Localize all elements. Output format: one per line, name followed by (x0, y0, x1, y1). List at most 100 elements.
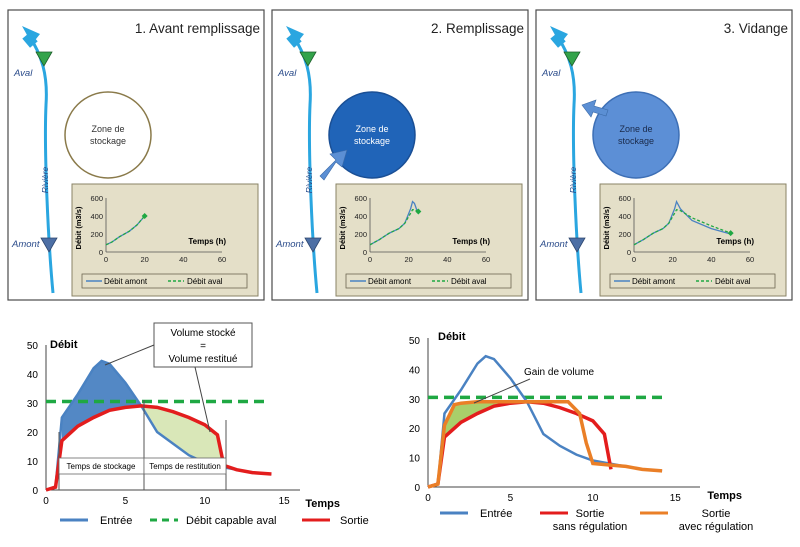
inset-x-tick: 60 (482, 255, 490, 264)
br-x-tick: 0 (425, 493, 431, 504)
br-y-tick: 10 (409, 454, 421, 465)
inset-y-tick: 600 (354, 194, 367, 203)
br-area-gain (444, 401, 511, 438)
inset-series-aval (369, 209, 419, 246)
storage-zone (64, 91, 152, 179)
inset-x-label: Temps (h) (452, 237, 490, 246)
inset-current-point-icon (415, 208, 422, 215)
br-y-tick: 0 (414, 483, 420, 494)
aval-marker-icon (563, 51, 581, 67)
amont-label: Amont (539, 239, 568, 250)
storage-zone (592, 91, 680, 179)
br-x-label: Temps (707, 490, 742, 502)
inset-series-aval (633, 208, 731, 246)
inset-x-tick: 20 (140, 255, 148, 264)
br-y-label: Débit (438, 331, 466, 343)
inset-x-label: Temps (h) (188, 237, 226, 246)
inset-x-tick: 40 (179, 255, 187, 264)
amont-marker-icon (568, 237, 586, 253)
inset-y-tick: 400 (90, 212, 103, 221)
inset-x-label: Temps (h) (716, 237, 754, 246)
bl-callout-line2: = (200, 341, 206, 352)
amont-marker-icon (40, 237, 58, 253)
outflow-arrow-icon (581, 99, 609, 118)
panel-title: 1. Avant remplissage (135, 21, 260, 36)
chart-stockage-restitution: 0 10 20 30 40 50 0 5 10 15 Débit Temps Temps de … (27, 322, 369, 527)
bl-callout-line3: Volume restitué (169, 354, 238, 365)
br-x-tick: 10 (587, 493, 599, 504)
amont-label: Amont (11, 239, 40, 250)
bl-x-tick: 10 (199, 496, 211, 507)
bl-y-tick: 40 (27, 370, 39, 381)
panel-1: 1. Avant remplissage Aval Amont Rivière Zone… (7, 9, 265, 301)
amont-label: Amont (275, 239, 304, 250)
amont-marker-icon (304, 237, 322, 253)
br-legend-avec-2: avec régulation (679, 521, 754, 533)
bl-callout-pointer-2 (194, 366, 211, 433)
inset-x-tick: 40 (707, 255, 715, 264)
zone-label-1: Zone de (355, 124, 388, 134)
panel-title: 2. Remplissage (431, 21, 524, 36)
zone-label-1: Zone de (619, 124, 652, 134)
inset-legend-box (345, 273, 512, 289)
bl-legend-capable: Débit capable aval (186, 515, 277, 527)
inset-y-tick: 200 (354, 230, 367, 239)
inset-legend-amont: Débit amont (368, 277, 412, 286)
inset-series-aval (105, 215, 146, 246)
bl-restitution-box (143, 457, 227, 475)
bl-callout-pointer-1 (104, 344, 155, 366)
inset-y-label: Débit (m3/s) (602, 206, 611, 249)
inset-legend-amont: Débit amont (632, 277, 676, 286)
inset-legend-amont: Débit amont (104, 277, 148, 286)
br-legend-sans-1: Sortie (576, 508, 605, 520)
inset-legend-aval: Débit aval (451, 277, 487, 286)
aval-marker-icon (299, 51, 317, 67)
river-label: Rivière (568, 167, 578, 194)
panel-2: 2. Remplissage Aval Amont Rivière Zone de sto… (271, 9, 529, 301)
inset-current-point-icon (727, 230, 734, 237)
bl-legend-entree: Entrée (100, 515, 132, 527)
br-legend-sans-2: sans régulation (553, 521, 628, 533)
br-legend-entree: Entrée (480, 508, 512, 520)
inset-y-tick: 400 (618, 212, 631, 221)
inset-x-tick: 20 (668, 255, 676, 264)
inset-y-tick: 600 (618, 194, 631, 203)
river-flow-arrow-shaft (550, 32, 566, 48)
river-flow-arrow-shaft (22, 32, 38, 48)
zone-label-1: Zone de (91, 124, 124, 134)
storage-zone (328, 91, 416, 179)
inflow-arrow-icon (319, 149, 348, 181)
bl-area-restored (141, 405, 224, 467)
bl-y-label: Débit (50, 339, 78, 351)
river-label: Rivière (40, 167, 50, 194)
bl-y-tick: 10 (27, 457, 39, 468)
inset-y-tick: 0 (627, 248, 631, 257)
bl-x-tick: 0 (43, 496, 49, 507)
inset-legend-aval: Débit aval (187, 277, 223, 286)
aval-label: Aval (13, 68, 33, 79)
bl-y-tick: 0 (32, 486, 38, 497)
br-x-tick: 15 (670, 493, 682, 504)
inset-x-tick: 40 (443, 255, 451, 264)
br-gain-label: Gain de volume (524, 367, 594, 378)
inset-current-point-icon (141, 213, 148, 219)
bl-x-label: Temps (305, 498, 340, 510)
bl-x-tick: 15 (279, 496, 291, 507)
inset-legend-aval: Débit aval (715, 277, 751, 286)
inset-legend-box (609, 273, 776, 289)
inset-y-tick: 200 (90, 230, 103, 239)
zone-label-2: stockage (354, 136, 390, 146)
inset-y-tick: 400 (354, 212, 367, 221)
inset-y-label: Débit (m3/s) (74, 206, 83, 249)
br-gain-pointer (473, 378, 531, 404)
inset-y-tick: 200 (618, 230, 631, 239)
inset-x-tick: 0 (368, 255, 372, 264)
br-y-tick: 50 (409, 336, 421, 347)
br-x-tick: 5 (508, 493, 514, 504)
inset-y-tick: 600 (90, 194, 103, 203)
inset-x-tick: 0 (632, 255, 636, 264)
bl-y-tick: 30 (27, 399, 39, 410)
bl-sortie-line (45, 404, 272, 492)
inset-x-tick: 20 (404, 255, 412, 264)
